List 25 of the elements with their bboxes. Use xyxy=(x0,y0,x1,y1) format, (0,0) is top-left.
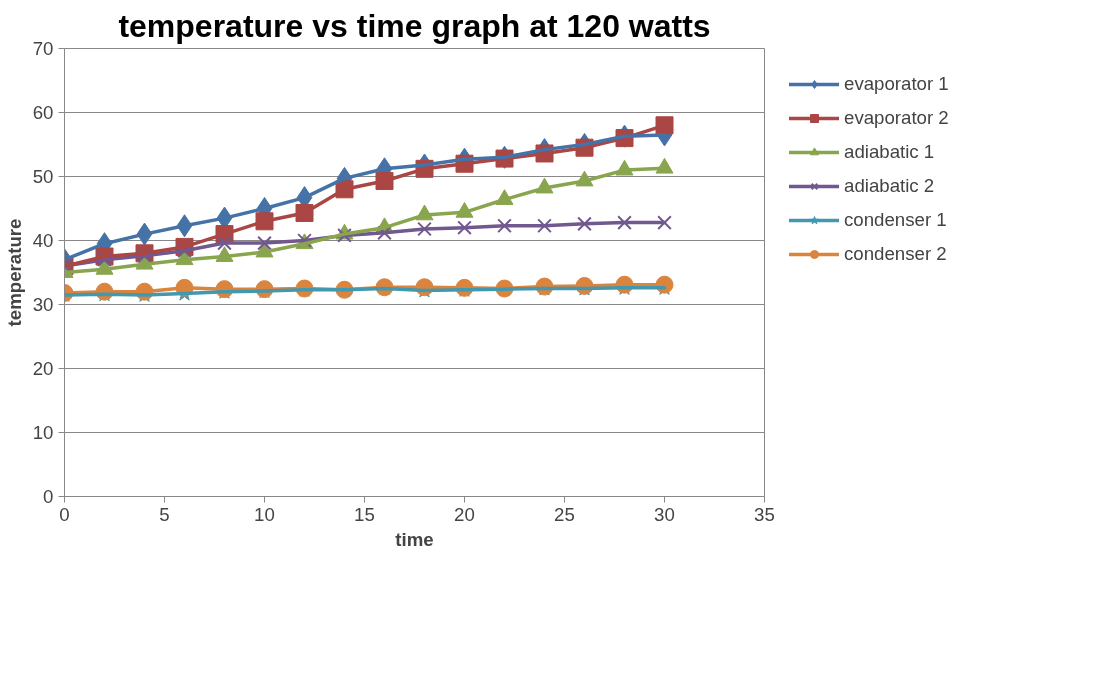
legend-label: condenser 2 xyxy=(844,243,947,265)
chart-title: temperature vs time graph at 120 watts xyxy=(118,7,711,44)
y-axis-title: temperature xyxy=(3,218,25,327)
legend-label: adiabatic 1 xyxy=(844,141,935,163)
x-tick-label: 25 xyxy=(554,503,575,525)
x-tick-label: 35 xyxy=(754,503,775,525)
legend-label: evaporator 2 xyxy=(844,107,949,129)
x-tick-label: 10 xyxy=(254,503,275,525)
y-tick-label: 60 xyxy=(32,102,54,123)
y-tick-label: 20 xyxy=(32,358,54,379)
legend-label: evaporator 1 xyxy=(844,73,949,95)
x-tick-label: 20 xyxy=(454,503,475,525)
y-tick-label: 70 xyxy=(32,38,54,59)
y-tick-label: 10 xyxy=(32,422,54,443)
y-tick-label: 30 xyxy=(32,294,54,315)
x-tick-label: 15 xyxy=(354,503,375,525)
x-tick-label: 5 xyxy=(159,503,170,525)
x-axis-title: time xyxy=(395,528,434,550)
y-tick-label: 0 xyxy=(43,486,54,507)
y-tick-label: 40 xyxy=(32,230,54,251)
x-tick-label: 0 xyxy=(59,503,70,525)
y-tick-label: 50 xyxy=(32,166,54,187)
legend-label: condenser 1 xyxy=(844,209,947,231)
x-tick-label: 30 xyxy=(654,503,675,525)
legend-label: adiabatic 2 xyxy=(844,175,935,197)
